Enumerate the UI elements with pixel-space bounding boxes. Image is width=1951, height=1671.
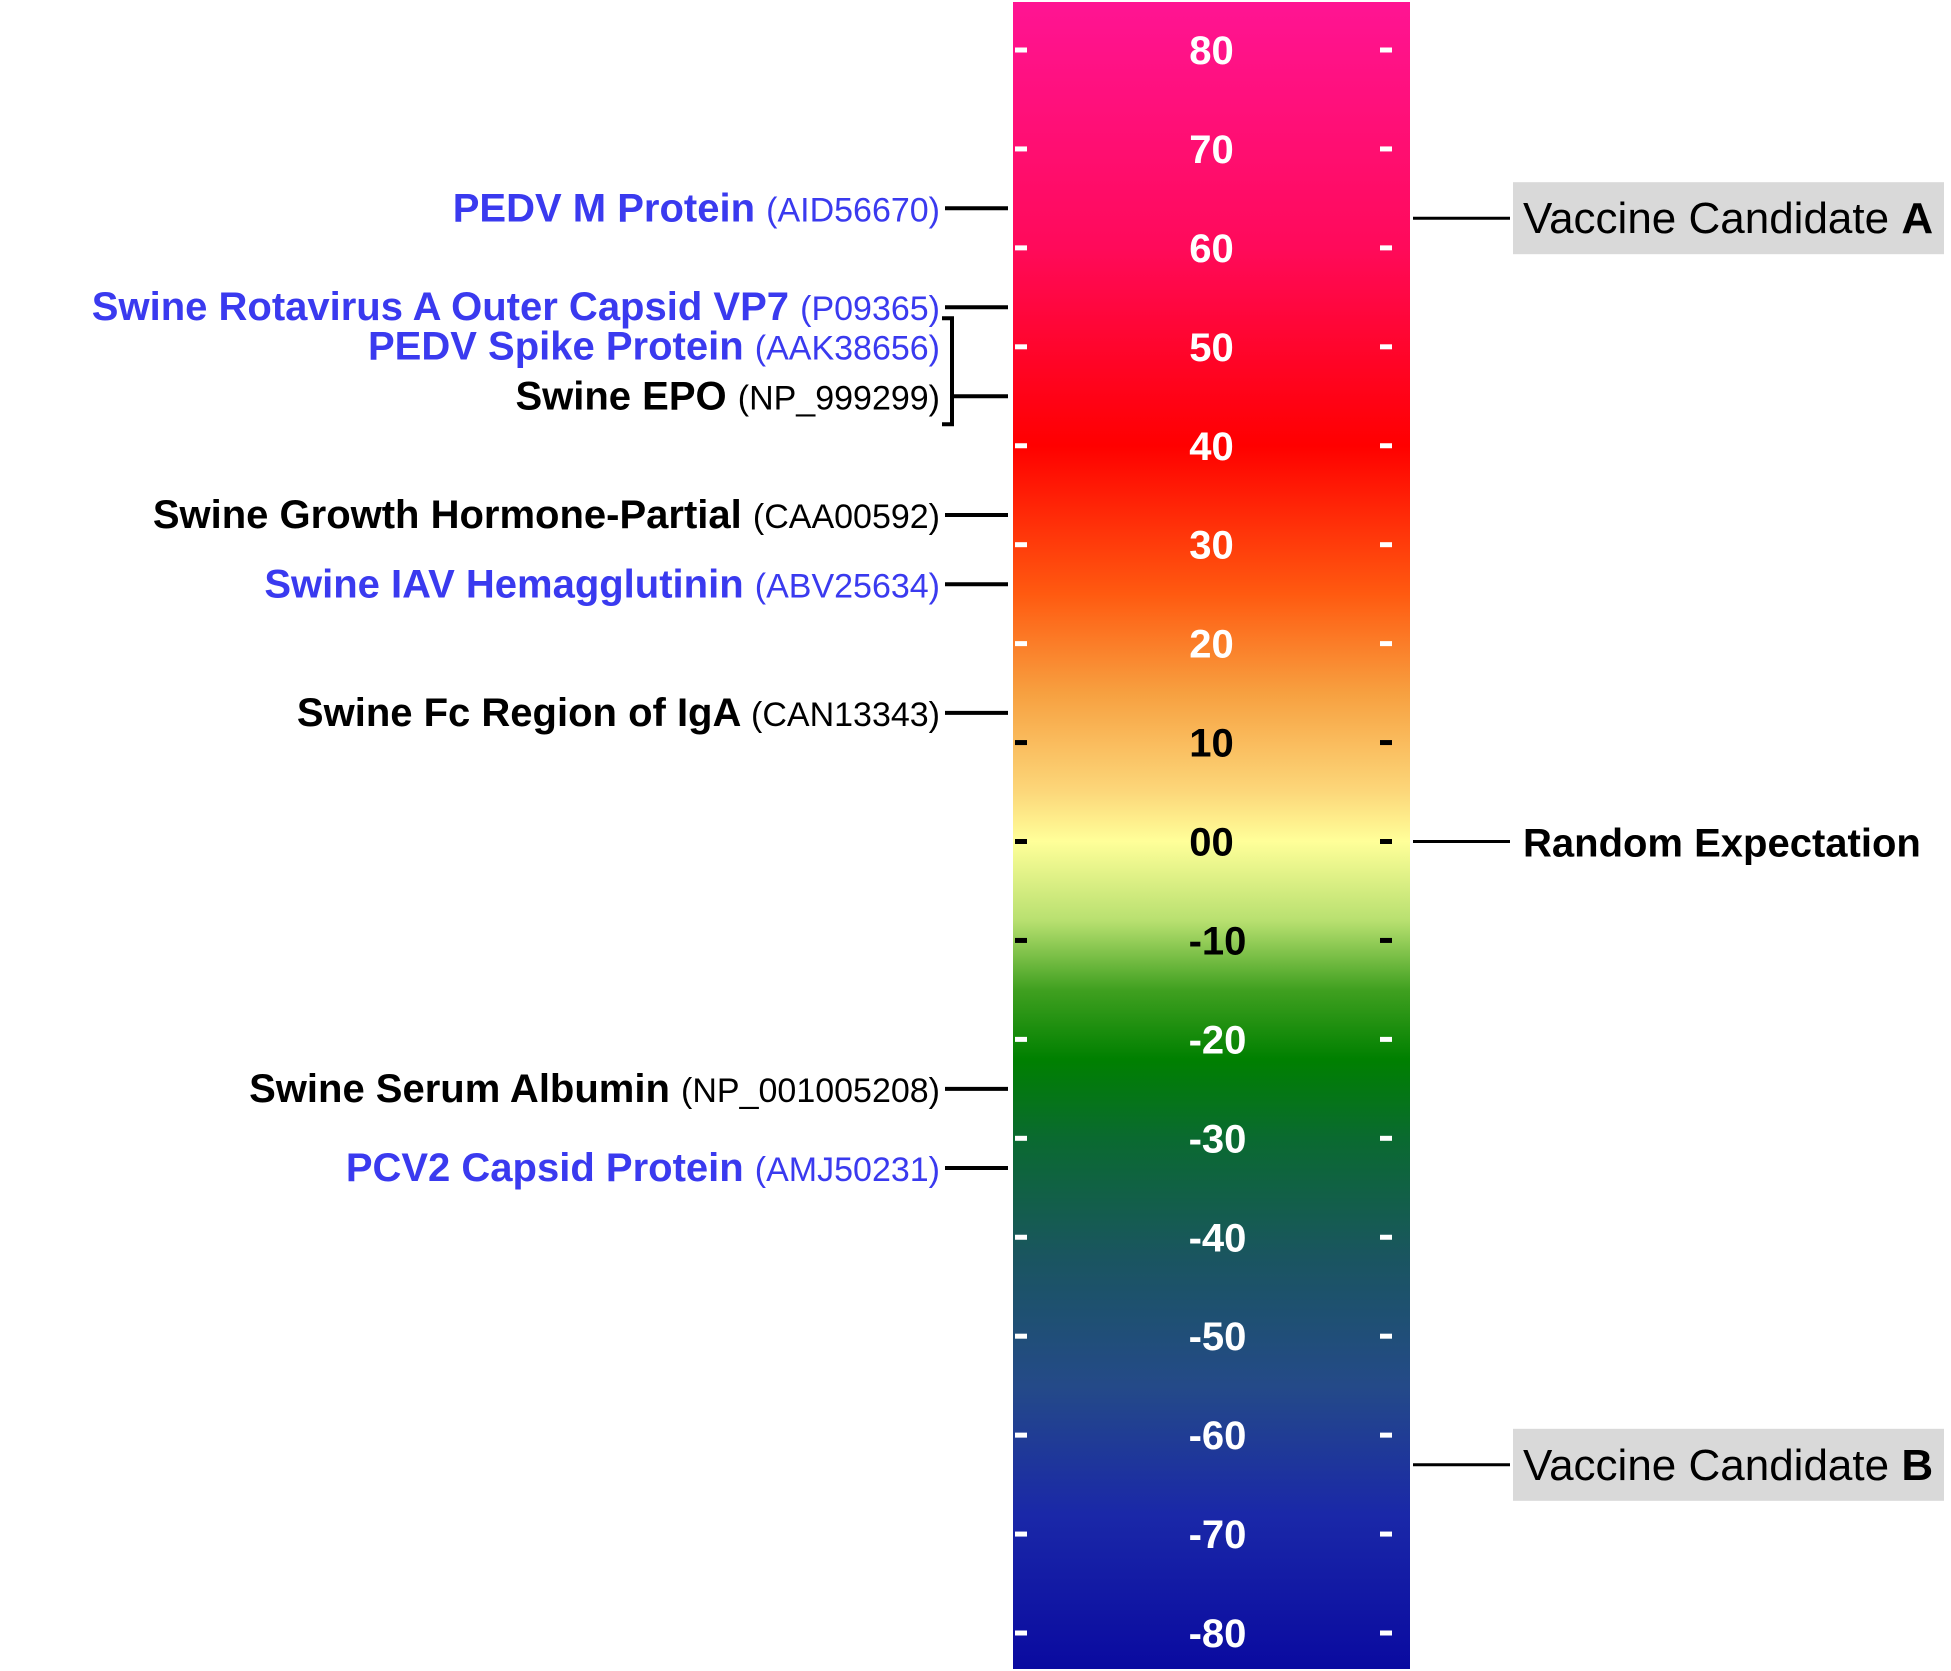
- color-scale-bar: [1013, 2, 1410, 1669]
- marker-name: PEDV M Protein: [453, 186, 766, 230]
- right-marker-label: Vaccine Candidate B: [1523, 1441, 1933, 1490]
- marker-label: Swine Serum Albumin (NP_001005208): [249, 1067, 940, 1111]
- tick-mark-right: [1380, 443, 1392, 449]
- tick-mark-left: [1015, 443, 1027, 449]
- marker-accession: (AMJ50231): [755, 1151, 940, 1189]
- tick-mark-right: [1380, 839, 1392, 844]
- marker-name: PCV2 Capsid Protein: [346, 1146, 755, 1190]
- marker-accession: (P09365): [800, 290, 940, 328]
- tick-label: 10: [1189, 722, 1234, 766]
- tick-mark-right: [1380, 641, 1392, 647]
- marker-accession: (AID56670): [766, 191, 940, 229]
- tick-label: 70: [1189, 128, 1234, 172]
- tick-label: 00: [1189, 821, 1234, 865]
- marker-accession: (ABV25634): [755, 567, 940, 605]
- marker-accession: (CAN13343): [751, 696, 940, 734]
- marker-accession: (NP_001005208): [681, 1072, 940, 1110]
- tick-mark-left: [1015, 937, 1027, 943]
- marker-name: Swine Fc Region of IgA: [297, 691, 751, 735]
- marker-label: Swine EPO (NP_999299): [515, 374, 940, 418]
- tick-mark-left: [1015, 542, 1027, 548]
- tick-label: -20: [1189, 1018, 1247, 1062]
- tick-mark-left: [1015, 641, 1027, 647]
- tick-mark-right: [1380, 1234, 1392, 1240]
- marker-label: PCV2 Capsid Protein (AMJ50231): [346, 1146, 940, 1190]
- marker-accession: (NP_999299): [738, 379, 940, 417]
- tick-mark-left: [1015, 1630, 1027, 1636]
- marker-name: Swine Growth Hormone-Partial: [153, 493, 753, 537]
- tick-mark-right: [1380, 344, 1392, 350]
- marker-name: PEDV Spike Protein: [368, 324, 755, 368]
- tick-mark-right: [1380, 740, 1392, 746]
- tick-label: -30: [1189, 1117, 1247, 1161]
- tick-label: 40: [1189, 425, 1234, 469]
- tick-label: -80: [1189, 1612, 1247, 1656]
- marker-bracket: [942, 316, 954, 427]
- tick-mark-right: [1380, 1333, 1392, 1339]
- tick-label: -60: [1189, 1414, 1247, 1458]
- marker-label: Swine Growth Hormone-Partial (CAA00592): [153, 493, 940, 537]
- tick-mark-left: [1015, 1036, 1027, 1042]
- tick-mark-left: [1015, 1531, 1027, 1537]
- marker-accession: (AAK38656): [755, 329, 940, 367]
- right-marker-label: Vaccine Candidate A: [1523, 194, 1933, 243]
- marker-name: Swine IAV Hemagglutinin: [264, 562, 754, 606]
- marker-name: Swine EPO: [515, 374, 737, 418]
- tick-label: -50: [1189, 1315, 1247, 1359]
- tick-mark-right: [1380, 1036, 1392, 1042]
- tick-mark-right: [1380, 1432, 1392, 1438]
- tick-label: 20: [1189, 623, 1234, 667]
- tick-mark-left: [1015, 344, 1027, 350]
- tick-mark-right: [1380, 245, 1392, 251]
- tick-mark-left: [1015, 1135, 1027, 1141]
- tick-group: 80 70 60 50 40 30 20 10 00 -10 -20 -30 -40 -50 -60 -70 -…: [1015, 29, 1392, 1656]
- tick-mark-left: [1015, 740, 1027, 746]
- tick-mark-right: [1380, 1531, 1392, 1537]
- tick-mark-right: [1380, 542, 1392, 548]
- tick-mark-left: [1015, 1333, 1027, 1339]
- tick-label: -10: [1189, 919, 1247, 963]
- right-marker-label: Random Expectation: [1523, 822, 1921, 866]
- annotation-box: [1513, 1428, 1944, 1501]
- tick-label: 80: [1189, 29, 1234, 73]
- marker-accession: (CAA00592): [753, 498, 940, 536]
- annotation-box: [1513, 182, 1944, 255]
- tick-mark-left: [1015, 245, 1027, 251]
- marker-label: PEDV Spike Protein (AAK38656): [368, 324, 940, 368]
- tick-mark-right: [1380, 1135, 1392, 1141]
- right-annotations: Vaccine Candidate A Random Expectation Vac…: [1413, 182, 1944, 1501]
- left-annotations: PEDV M Protein (AID56670) Swine Rotavirus…: [92, 186, 1008, 1190]
- tick-mark-left: [1015, 47, 1027, 53]
- tick-label: -40: [1189, 1216, 1247, 1260]
- tick-label: 60: [1189, 227, 1234, 271]
- tick-mark-right: [1380, 1630, 1392, 1636]
- tick-mark-left: [1015, 1234, 1027, 1240]
- tick-mark-left: [1015, 839, 1027, 844]
- marker-label: PEDV M Protein (AID56670): [453, 186, 940, 230]
- tick-label: -70: [1189, 1513, 1247, 1557]
- tick-mark-right: [1380, 47, 1392, 53]
- marker-label: Swine Fc Region of IgA (CAN13343): [297, 691, 940, 735]
- tick-mark-left: [1015, 146, 1027, 152]
- marker-name: Swine Rotavirus A Outer Capsid VP7: [92, 285, 800, 329]
- marker-name: Swine Serum Albumin: [249, 1067, 681, 1111]
- tick-label: 30: [1189, 524, 1234, 568]
- marker-label: Swine Rotavirus A Outer Capsid VP7 (P093…: [92, 285, 940, 329]
- tick-label: 50: [1189, 326, 1234, 370]
- tick-mark-left: [1015, 1432, 1027, 1438]
- marker-label: Swine IAV Hemagglutinin (ABV25634): [264, 562, 940, 606]
- tick-mark-right: [1380, 146, 1392, 152]
- tick-mark-right: [1380, 937, 1392, 943]
